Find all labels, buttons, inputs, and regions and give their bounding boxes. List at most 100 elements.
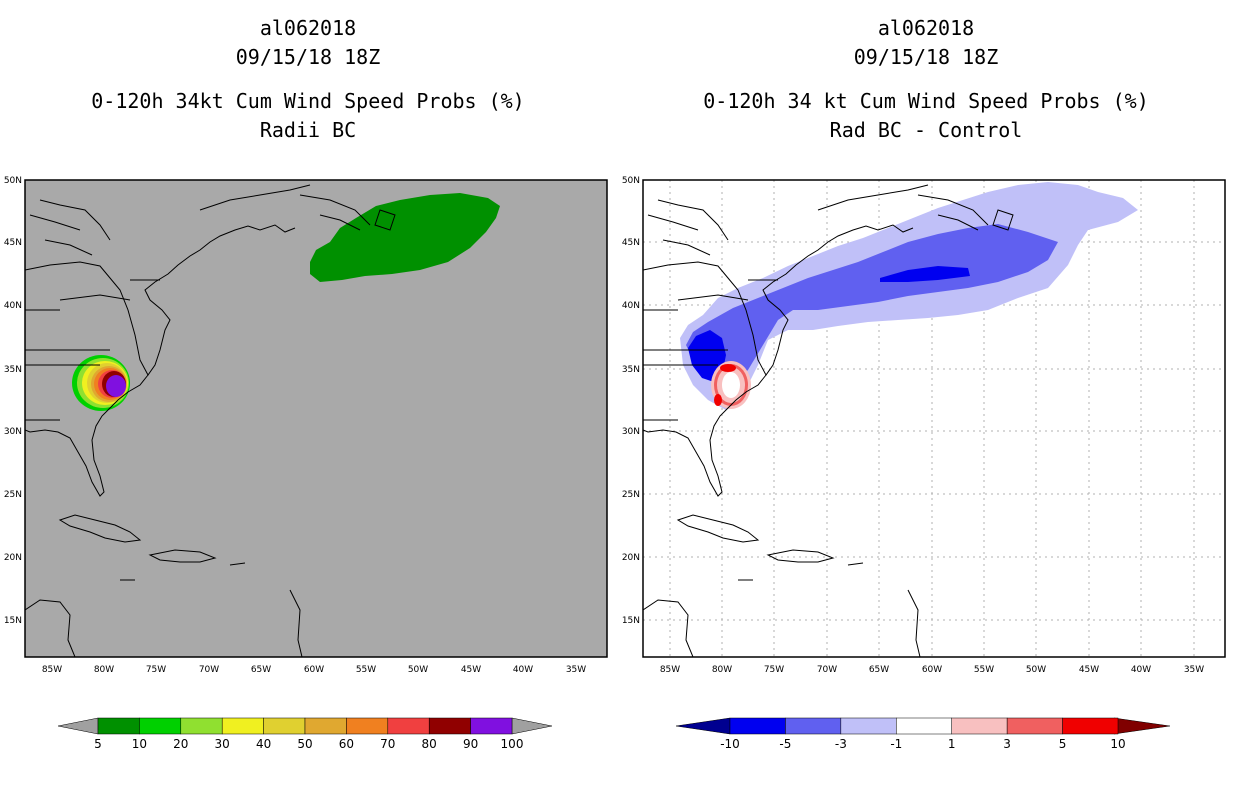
right-diff-region-red: [711, 361, 751, 409]
right-lon-label: 60W: [922, 665, 942, 675]
right-diff-region-mid-blue: [686, 224, 1058, 384]
left-lat-labels: 50N 45N 40N 35N 30N 25N 20N 15N: [4, 176, 22, 626]
right-colorbar-label: 3: [1003, 737, 1011, 751]
left-lat-label: 35N: [4, 365, 22, 375]
right-cbar-cell: [840, 717, 897, 735]
left-colorbar-arrow-low: [57, 717, 99, 735]
left-lon-labels: 85W 80W 75W 70W 65W 60W 55W 50W 45W 40W …: [42, 665, 586, 675]
left-lon-label: 85W: [42, 665, 62, 675]
right-colorbar-label: 1: [948, 737, 956, 751]
left-cbar-cell: [221, 717, 264, 735]
left-storm-id: al062018: [259, 16, 357, 40]
right-subtitle: Rad BC - Control: [829, 118, 1023, 142]
right-lon-label: 70W: [817, 665, 837, 675]
right-title-block: al062018 09/15/18 18Z 0-120h 34 kt Cum W…: [626, 14, 1226, 145]
right-diff-region-dark-blue-ne: [880, 266, 970, 282]
left-prob-region-north-atlantic: [310, 193, 500, 282]
left-colorbar-label: 10: [132, 737, 147, 751]
left-cbar-cell: [180, 717, 223, 735]
left-lat-label: 50N: [4, 176, 22, 186]
left-datetime: 09/15/18 18Z: [235, 45, 381, 69]
right-lat-label: 30N: [622, 427, 640, 437]
right-lat-label: 35N: [622, 365, 640, 375]
right-lon-label: 40W: [1131, 665, 1151, 675]
left-lon-label: 70W: [199, 665, 219, 675]
right-lat-label: 15N: [622, 616, 640, 626]
right-colorbar-cells: [729, 717, 1119, 735]
left-colorbar-label: 20: [173, 737, 188, 751]
left-lon-label: 55W: [356, 665, 376, 675]
right-cbar-cell: [729, 717, 786, 735]
left-lon-label: 40W: [513, 665, 533, 675]
right-colorbar-labels: -10 -5 -3 -1 1 3 5 10: [720, 737, 1125, 751]
right-lat-label: 50N: [622, 176, 640, 186]
left-colorbar-label: 50: [297, 737, 312, 751]
left-colorbar-label: 100: [501, 737, 524, 751]
left-colorbar: 5 10 20 30 40 50 60 70 80 90 100: [57, 717, 553, 751]
left-cbar-cell: [139, 717, 182, 735]
right-cbar-cell: [785, 717, 842, 735]
right-cbar-cell: [1006, 717, 1063, 735]
left-colorbar-label: 70: [380, 737, 395, 751]
left-colorbar-cells: [97, 717, 513, 735]
right-lon-labels: 85W 80W 75W 70W 65W 60W 55W 50W 45W 40W …: [660, 665, 1204, 675]
right-lat-label: 45N: [622, 238, 640, 248]
right-lon-label: 65W: [869, 665, 889, 675]
right-colorbar-label: -3: [835, 737, 847, 751]
left-cbar-cell: [304, 717, 347, 735]
left-cbar-cell: [346, 717, 389, 735]
left-subtitle: Radii BC: [259, 118, 357, 142]
right-colorbar-label: 5: [1059, 737, 1067, 751]
left-cbar-cell: [97, 717, 140, 735]
left-cbar-cell: [263, 717, 306, 735]
right-colorbar-label: 10: [1110, 737, 1125, 751]
left-coastlines: [25, 184, 396, 657]
left-lat-label: 15N: [4, 616, 22, 626]
right-lon-label: 85W: [660, 665, 680, 675]
left-lon-label: 65W: [251, 665, 271, 675]
right-lon-label: 45W: [1079, 665, 1099, 675]
right-lat-label: 20N: [622, 553, 640, 563]
left-lon-label: 60W: [304, 665, 324, 675]
left-lon-label: 50W: [408, 665, 428, 675]
right-colorbar-label: -10: [720, 737, 740, 751]
right-lat-label: 25N: [622, 490, 640, 500]
right-datetime: 09/15/18 18Z: [853, 45, 999, 69]
right-map: 50N 45N 40N 35N 30N 25N 20N 15N 85W 80W …: [622, 176, 1226, 675]
right-lon-label: 50W: [1026, 665, 1046, 675]
right-colorbar: -10 -5 -3 -1 1 3 5 10: [675, 717, 1171, 751]
left-colorbar-label: 90: [463, 737, 478, 751]
left-lon-label: 35W: [566, 665, 586, 675]
right-colorbar-arrow-low: [675, 717, 731, 735]
right-lon-label: 35W: [1184, 665, 1204, 675]
left-lat-label: 20N: [4, 553, 22, 563]
left-colorbar-label: 80: [422, 737, 437, 751]
left-colorbar-label: 30: [215, 737, 230, 751]
right-coastlines: [643, 184, 1014, 657]
right-product-title: 0-120h 34 kt Cum Wind Speed Probs (%): [703, 89, 1149, 113]
right-storm-id: al062018: [877, 16, 975, 40]
left-title-block: al062018 09/15/18 18Z 0-120h 34kt Cum Wi…: [8, 14, 608, 145]
right-lon-label: 75W: [764, 665, 784, 675]
left-cbar-cell: [470, 717, 513, 735]
right-lon-label: 80W: [712, 665, 732, 675]
left-lat-label: 25N: [4, 490, 22, 500]
left-product-title: 0-120h 34kt Cum Wind Speed Probs (%): [91, 89, 525, 113]
right-colorbar-arrow-high: [1113, 717, 1171, 735]
left-colorbar-label: 5: [94, 737, 102, 751]
left-lon-label: 80W: [94, 665, 114, 675]
left-colorbar-label: 40: [256, 737, 271, 751]
left-prob-region-storm: [72, 355, 130, 411]
left-map: 50N 45N 40N 35N 30N 25N 20N 15N 85W 80W …: [4, 176, 608, 675]
right-cbar-cell: [1062, 717, 1119, 735]
left-lon-label: 75W: [146, 665, 166, 675]
left-cbar-cell: [387, 717, 430, 735]
left-lon-label: 45W: [461, 665, 481, 675]
right-lon-label: 55W: [974, 665, 994, 675]
left-colorbar-label: 60: [339, 737, 354, 751]
right-lat-labels: 50N 45N 40N 35N 30N 25N 20N 15N: [622, 176, 640, 626]
right-colorbar-label: -5: [779, 737, 791, 751]
left-colorbar-arrow-high: [511, 717, 553, 735]
left-lat-label: 40N: [4, 301, 22, 311]
left-cbar-cell: [428, 717, 471, 735]
